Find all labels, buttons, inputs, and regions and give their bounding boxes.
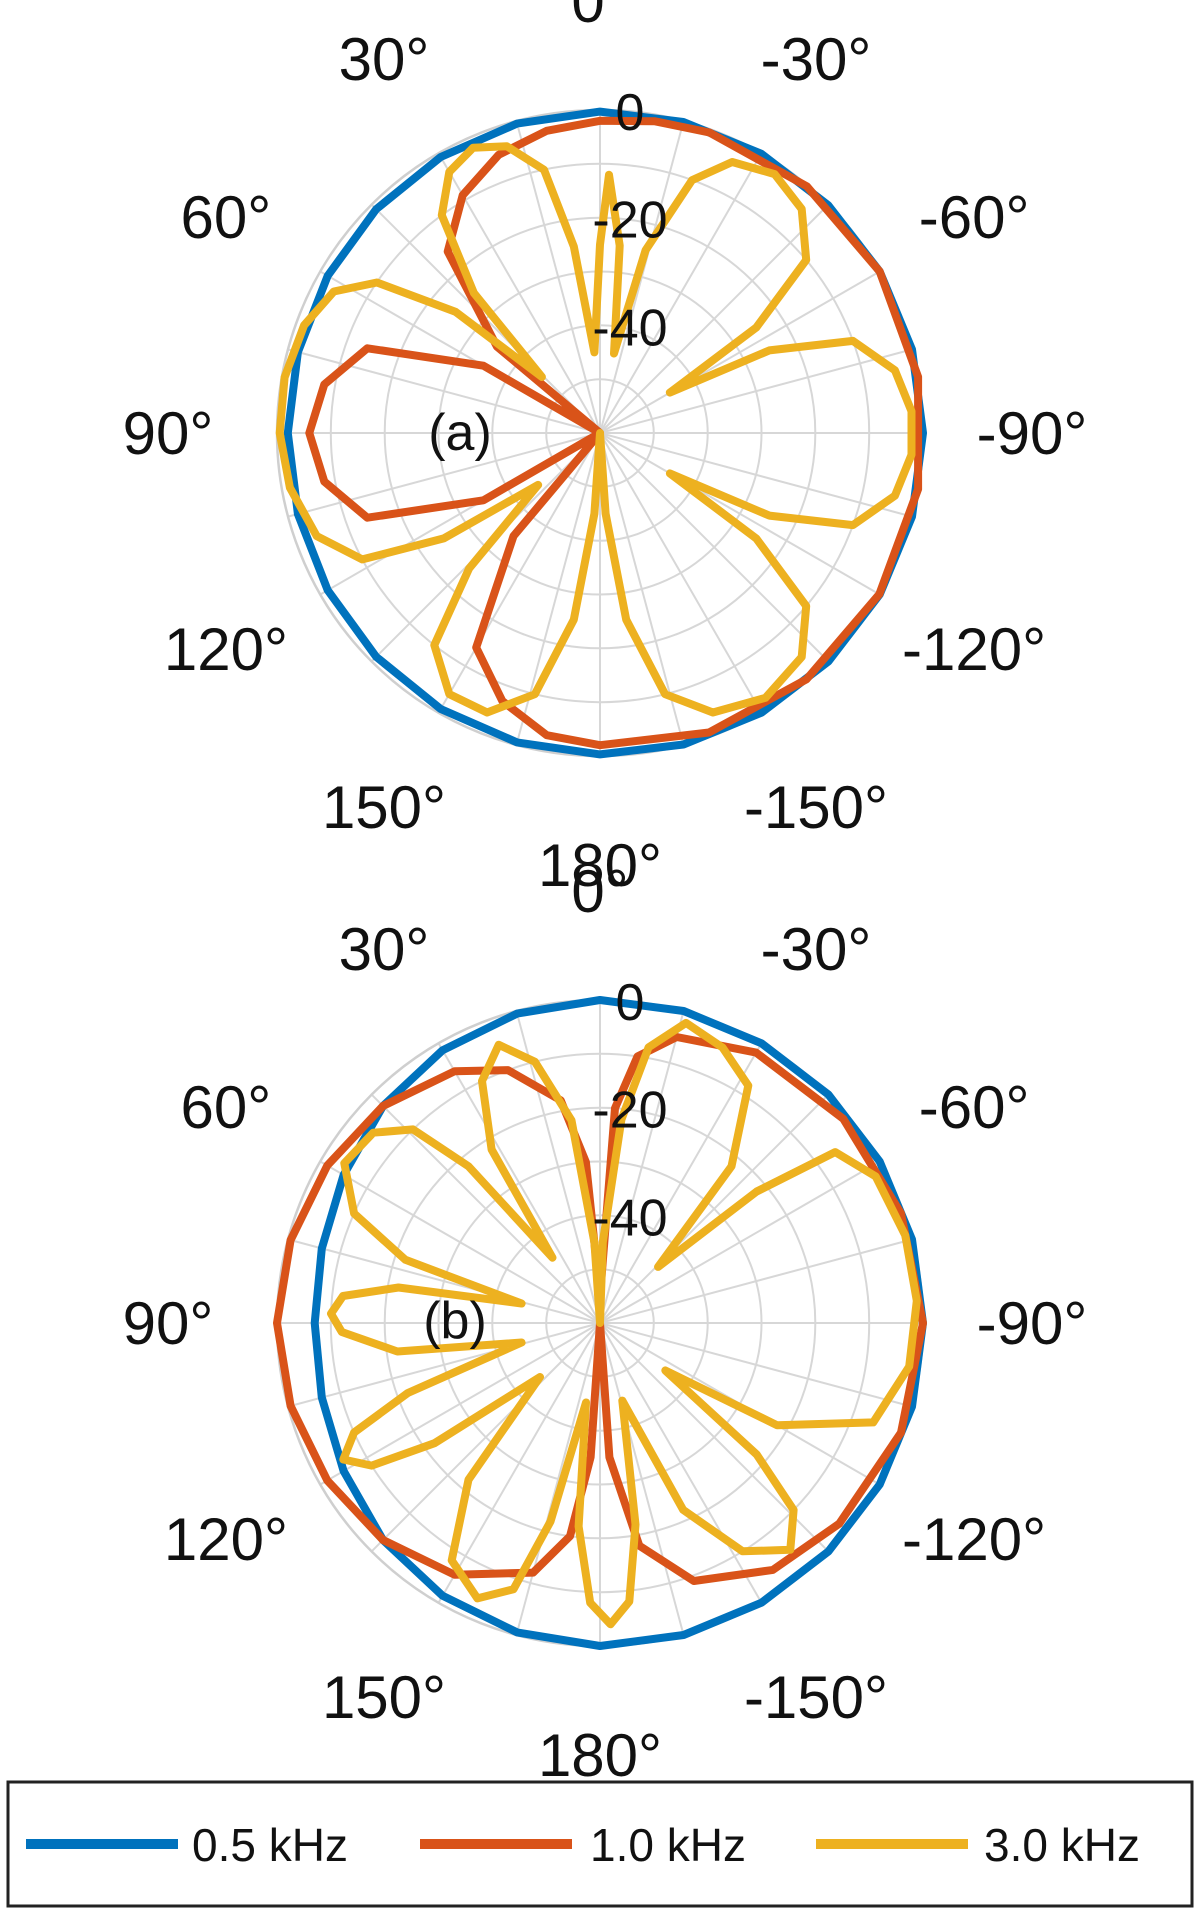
legend-label-3-0-khz: 3.0 kHz [984,1819,1140,1871]
theta-tick-label: 90° [123,400,214,467]
ring-gridline [383,1106,817,1540]
theta-tick-label: 60° [181,184,272,251]
legend-label-1-0-khz: 1.0 kHz [590,1819,746,1871]
r-tick-label: -40 [592,1189,667,1247]
theta-tick-label: 180° [538,1722,662,1789]
series-1-0-khz [273,1033,927,1585]
series-1-0-khz [305,116,923,750]
ring-gridline [437,1160,763,1486]
ring-gridline [329,1052,871,1594]
polar-chart-a: 0 -20 -40 0° 30° 60° 90° 120° 150° 180° -120° -150°… [123,0,1088,899]
polar-chart-b: 0 -20 -40 0° 30° 60° 90° 120° 150° 180° -120° -150°… [123,858,1088,1789]
r-tick-label: 0 [616,84,645,142]
theta-tick-label: -30° [761,916,872,983]
theta-tick-label: 30° [339,26,430,93]
theta-tick-label: 150° [322,1664,446,1731]
theta-tick-label: 30° [339,916,430,983]
theta-tick-label: -150° [744,774,888,841]
legend: 0.5 kHz 1.0 kHz 3.0 kHz [6,1780,1194,1908]
theta-tick-label: -120° [902,616,1046,683]
r-tick-label: -40 [592,299,667,357]
theta-tick-label: -90° [977,1290,1088,1357]
theta-tick-label: -150° [744,1664,888,1731]
theta-tick-label: 120° [164,1506,288,1573]
ring-gridline [491,324,709,542]
theta-tick-label: 0° [571,858,628,925]
panel-label: (a) [428,404,492,462]
r-tick-label: -20 [592,192,667,250]
theta-tick-label: -30° [761,26,872,93]
ring-gridline [329,162,871,704]
theta-tick-label: 120° [164,616,288,683]
legend-label-0-5-khz: 0.5 kHz [192,1819,348,1871]
ring-gridline [491,1214,709,1432]
r-tick-label: -20 [592,1082,667,1140]
series-3-0-khz [275,142,916,717]
theta-tick-label: 60° [181,1074,272,1141]
theta-tick-label: 180° [538,832,662,899]
r-tick-label: 0 [616,974,645,1032]
legend-box [6,1780,1194,1908]
theta-tick-label: -90° [977,400,1088,467]
theta-tick-label: 150° [322,774,446,841]
series-3-0-khz [327,1018,921,1629]
panel-label: (b) [423,1292,487,1350]
theta-tick-label: 90° [123,1290,214,1357]
theta-tick-label: -60° [919,184,1030,251]
theta-tick-label: 0° [571,0,628,35]
theta-tick-label: -60° [919,1074,1030,1141]
theta-tick-label: -120° [902,1506,1046,1573]
